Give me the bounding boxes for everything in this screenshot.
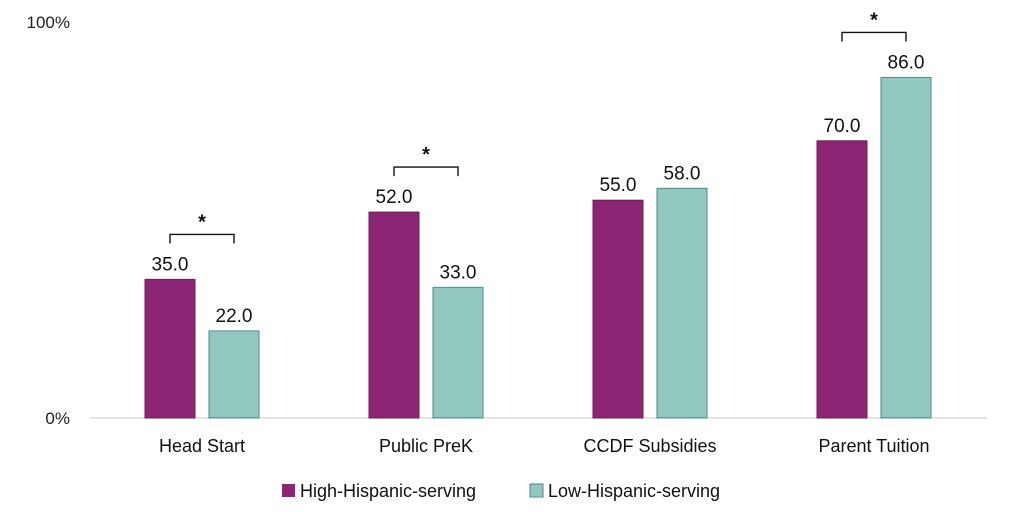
significance-bracket bbox=[169, 233, 235, 244]
bar-low-hispanic bbox=[432, 286, 484, 419]
data-label: 22.0 bbox=[216, 306, 253, 327]
significance-bracket bbox=[393, 166, 459, 177]
bar-low-hispanic bbox=[208, 330, 260, 419]
bar-low-hispanic bbox=[880, 76, 932, 419]
data-label: 58.0 bbox=[664, 163, 701, 184]
legend-item: High-Hispanic-serving bbox=[282, 481, 476, 501]
significance-asterisk: * bbox=[870, 9, 878, 31]
bar-high-hispanic bbox=[816, 140, 868, 419]
bar-high-hispanic bbox=[144, 278, 196, 419]
y-tick-label-0: 0% bbox=[45, 409, 70, 428]
data-label: 33.0 bbox=[440, 262, 477, 283]
data-label: 86.0 bbox=[888, 52, 925, 73]
bar-group: 70.0 86.0 Parent Tuition * bbox=[816, 9, 932, 456]
y-tick-label-100: 100% bbox=[27, 13, 70, 32]
data-label: 35.0 bbox=[152, 254, 189, 275]
significance-asterisk: * bbox=[198, 211, 206, 233]
bar-low-hispanic bbox=[656, 187, 708, 419]
x-category-label: CCDF Subsidies bbox=[583, 436, 716, 456]
legend-item: Low-Hispanic-serving bbox=[529, 481, 720, 501]
legend-label: High-Hispanic-serving bbox=[300, 481, 476, 501]
data-label: 52.0 bbox=[376, 187, 413, 208]
x-category-label: Head Start bbox=[159, 436, 245, 456]
bar-group: 52.0 33.0 Public PreK * bbox=[368, 144, 484, 456]
legend-swatch bbox=[529, 483, 544, 498]
bar-high-hispanic bbox=[592, 199, 644, 419]
legend-swatch bbox=[282, 484, 295, 497]
significance-bracket bbox=[841, 31, 907, 42]
data-label: 55.0 bbox=[600, 175, 637, 196]
significance-asterisk: * bbox=[422, 144, 430, 166]
x-category-label: Parent Tuition bbox=[818, 436, 929, 456]
bar-group: 35.0 22.0 Head Start * bbox=[144, 211, 260, 456]
bar-group: 55.0 58.0 CCDF Subsidies bbox=[583, 163, 716, 456]
bar-high-hispanic bbox=[368, 211, 420, 419]
x-category-label: Public PreK bbox=[379, 436, 473, 456]
data-label: 70.0 bbox=[824, 116, 861, 137]
legend-label: Low-Hispanic-serving bbox=[548, 481, 720, 501]
